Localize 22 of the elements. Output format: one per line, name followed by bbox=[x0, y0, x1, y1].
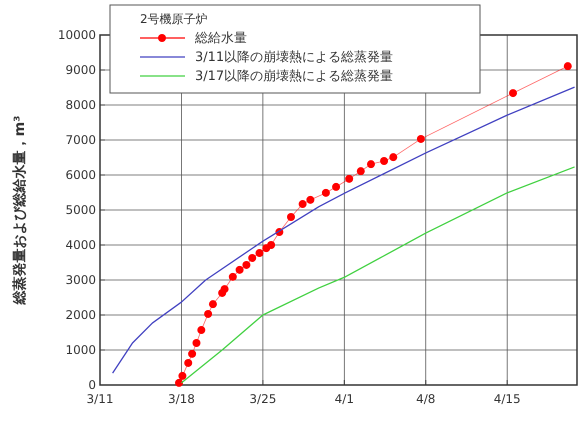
x-tick-label: 3/18 bbox=[168, 392, 195, 406]
y-axis-title: 総蒸発量および総給水量，m³ bbox=[12, 116, 28, 306]
y-tick-label: 10000 bbox=[58, 28, 96, 42]
x-tick-label: 4/8 bbox=[416, 392, 436, 406]
y-tick-label: 0 bbox=[88, 378, 96, 392]
legend-title: 2号機原子炉 bbox=[140, 12, 208, 26]
y-tick-label: 5000 bbox=[65, 203, 96, 217]
y-tick-label: 2000 bbox=[65, 308, 96, 322]
x-tick-label: 4/1 bbox=[334, 392, 354, 406]
y-tick-label: 9000 bbox=[65, 63, 96, 77]
legend-label: 総給水量 bbox=[194, 31, 247, 46]
x-tick-label: 3/11 bbox=[86, 392, 114, 406]
legend-label: 3/17以降の崩壊熱による総蒸発量 bbox=[195, 69, 394, 84]
x-tick-label: 3/25 bbox=[249, 392, 276, 406]
y-tick-label: 7000 bbox=[65, 133, 96, 147]
y-tick-label: 6000 bbox=[65, 168, 96, 182]
y-tick-label: 4000 bbox=[65, 238, 96, 252]
y-tick-label: 3000 bbox=[65, 273, 96, 287]
y-tick-label: 8000 bbox=[65, 98, 96, 112]
y-tick-label: 1000 bbox=[65, 343, 96, 357]
x-tick-label: 4/15 bbox=[494, 392, 521, 406]
legend-label: 3/11以降の崩壊熱による総蒸発量 bbox=[195, 50, 394, 65]
